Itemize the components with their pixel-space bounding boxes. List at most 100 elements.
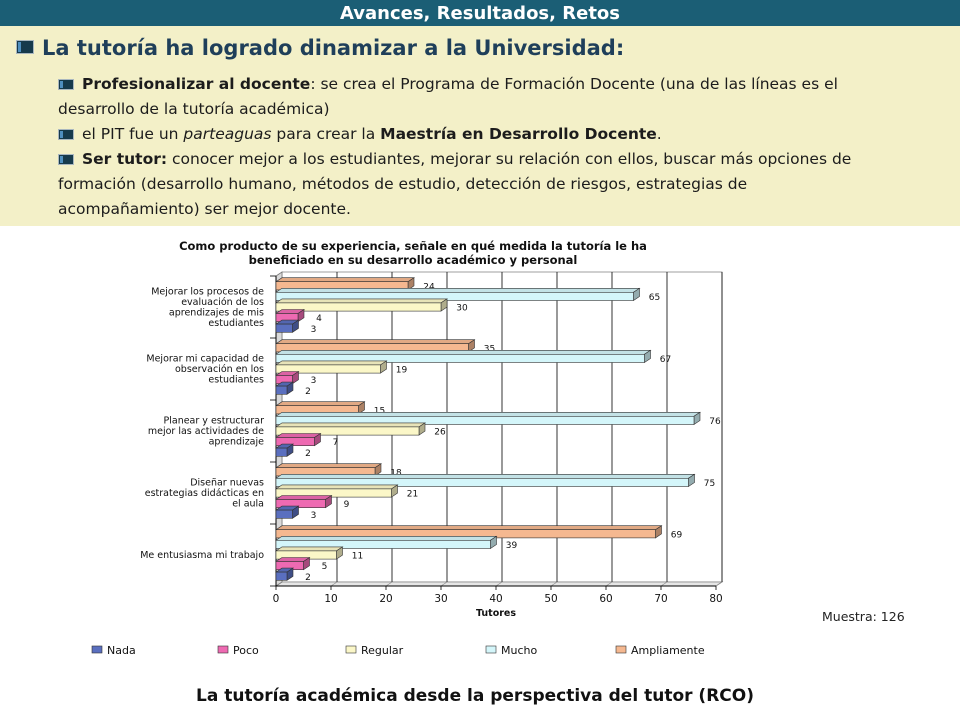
item-text: el PIT fue un (82, 125, 184, 143)
legend-label: Ampliamente (631, 644, 705, 657)
legend-label: Mucho (501, 644, 537, 657)
item-text: . (656, 125, 662, 143)
category-label: evaluación de los (181, 297, 264, 308)
data-label: 3 (311, 511, 317, 521)
bar-top (275, 298, 448, 304)
bar (275, 385, 288, 395)
floor-gridline (495, 581, 503, 587)
chart-container: Como producto de su experiencia, señale … (56, 226, 770, 720)
bar (275, 364, 381, 374)
legend-swatch (91, 645, 103, 654)
data-label: 67 (660, 355, 671, 365)
category-label: Mejorar mi capacidad de (146, 354, 264, 365)
item-bold: Ser tutor: (82, 150, 168, 168)
data-label: 18 (390, 468, 402, 478)
bar (275, 571, 288, 581)
x-tick-label: 0 (273, 593, 280, 605)
bar-chart: Como producto de su experiencia, señale … (91, 239, 724, 657)
bar-top (275, 474, 696, 479)
category-label: estudiantes (208, 375, 264, 386)
data-label: 2 (305, 449, 311, 459)
data-label: 24 (423, 282, 435, 292)
bar-top (275, 495, 333, 500)
text-panel: La tutoría ha logrado dinamizar a la Uni… (0, 26, 960, 226)
data-label: 9 (344, 500, 350, 510)
category-label: Mejorar los procesos de (151, 286, 264, 297)
item-text: desarrollo de la tutoría académica) (58, 100, 330, 118)
bar (275, 488, 392, 498)
data-label: 5 (322, 562, 328, 572)
bar-top (275, 463, 382, 468)
data-label: 76 (709, 417, 721, 427)
floor-gridline (440, 581, 448, 587)
item-bold: Profesionalizar al docente (82, 75, 311, 93)
bullet-icon (58, 129, 74, 140)
item-bold: Maestría en Desarrollo Docente (380, 125, 657, 143)
list-item: Profesionalizar al docente: se crea el P… (58, 72, 908, 122)
data-label: 2 (305, 573, 311, 583)
data-label: 26 (434, 428, 446, 438)
bar-top (275, 350, 652, 355)
x-tick-label: 20 (379, 593, 392, 605)
floor-gridline (330, 581, 338, 587)
data-label: 3 (311, 376, 317, 386)
x-tick-label: 50 (544, 593, 557, 605)
floor-gridline (660, 581, 668, 587)
bar-top (275, 535, 498, 541)
chart-title: beneficiado en su desarrollo académico y… (249, 253, 578, 267)
chart-title: Como producto de su experiencia, señale … (179, 239, 647, 253)
legend-swatch (485, 645, 497, 654)
sample-note: Muestra: 126 (822, 609, 905, 624)
bar (275, 416, 695, 425)
list-item: el PIT fue un parteaguas para crear la M… (58, 122, 908, 147)
category-label: observación en los (175, 364, 264, 375)
floor-gridline (715, 581, 723, 587)
category-label: Planear y estructurar (164, 416, 265, 427)
bar (275, 426, 420, 436)
data-label: 7 (333, 438, 339, 448)
category-label: aprendizajes de mis (169, 307, 264, 318)
floor-gridline (385, 581, 393, 587)
bar (275, 447, 288, 457)
bar-top (275, 277, 415, 283)
bullet-icon (58, 79, 74, 90)
category-label: aprendizaje (209, 437, 265, 448)
list-item: Ser tutor: conocer mejor a los estudiant… (58, 147, 908, 222)
bullet-icon (58, 154, 74, 165)
data-label: 75 (704, 479, 715, 489)
data-label: 19 (396, 366, 408, 376)
bar (275, 354, 645, 363)
bar (275, 499, 326, 508)
legend-label: Regular (361, 644, 404, 657)
bar (275, 437, 315, 446)
x-tick-label: 30 (434, 593, 447, 605)
item-text: acompañamiento) ser mejor docente. (58, 200, 351, 218)
data-label: 30 (456, 304, 468, 314)
category-label: el aula (232, 499, 264, 510)
bar-top (275, 525, 663, 531)
bar-top (275, 287, 641, 293)
x-axis-label: Tutores (476, 608, 516, 619)
x-tick-label: 70 (654, 593, 667, 605)
data-label: 35 (484, 344, 495, 354)
floor-gridline (550, 581, 558, 587)
bar-top (275, 339, 476, 344)
category-label: estrategias didácticas en (145, 488, 264, 499)
legend-swatch (615, 645, 627, 654)
data-label: 2 (305, 387, 311, 397)
data-label: 15 (374, 406, 385, 416)
bar-top (275, 360, 388, 366)
data-label: 65 (649, 293, 660, 303)
main-heading: La tutoría ha logrado dinamizar a la Uni… (16, 36, 624, 60)
bullet-list: Profesionalizar al docente: se crea el P… (58, 72, 908, 222)
data-label: 21 (407, 490, 418, 500)
category-label: Diseñar nuevas (190, 478, 264, 489)
data-label: 69 (671, 530, 683, 540)
bar-top (275, 484, 399, 490)
bar-top (275, 422, 426, 428)
bar-top (275, 433, 322, 438)
x-tick-label: 80 (709, 593, 722, 605)
item-text: formación (desarrollo humano, métodos de… (58, 175, 748, 193)
floor-gridline (605, 581, 613, 587)
item-text: para crear la (271, 125, 381, 143)
